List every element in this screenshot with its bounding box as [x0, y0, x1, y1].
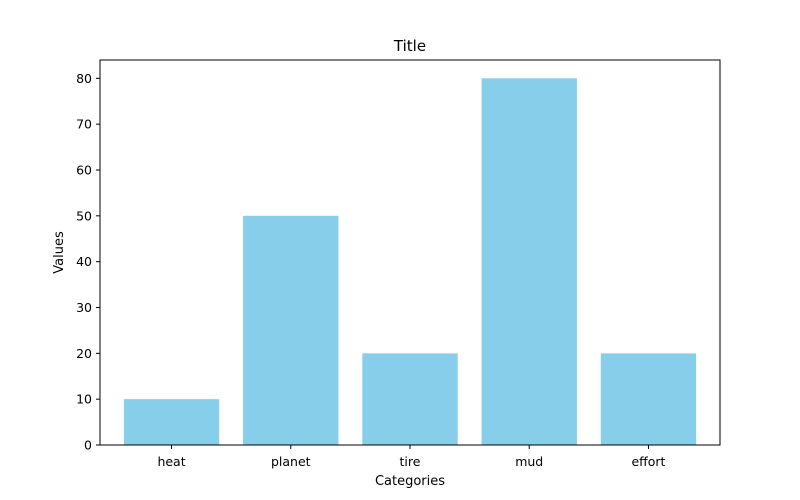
x-tick-label: planet [271, 454, 311, 469]
y-tick-label: 40 [76, 254, 92, 269]
x-tick-label: tire [400, 454, 421, 469]
x-tick-label: effort [631, 454, 665, 469]
y-tick-label: 10 [76, 392, 92, 407]
y-tick-label: 80 [76, 71, 92, 86]
bar-planet [243, 215, 339, 445]
x-axis: heat planet tire mud effort [157, 445, 666, 469]
chart-title: Title [393, 37, 426, 55]
y-tick-label: 0 [84, 438, 92, 453]
bars-group [123, 78, 697, 445]
y-tick-label: 60 [76, 163, 92, 178]
y-tick-label: 50 [76, 208, 92, 223]
y-tick-label: 20 [76, 346, 92, 361]
x-tick-label: mud [515, 454, 543, 469]
y-axis: 0 10 20 30 40 50 60 70 80 [76, 71, 100, 453]
bar-heat [123, 399, 220, 445]
y-tick-label: 30 [76, 300, 92, 315]
y-tick-label: 70 [76, 117, 92, 132]
x-tick-label: heat [157, 454, 185, 469]
x-axis-label: Categories [375, 474, 445, 489]
bar-mud [481, 78, 577, 445]
plot-frame [99, 59, 721, 446]
bar-tire [362, 353, 458, 445]
y-axis-label: Values [52, 231, 67, 274]
bar-effort [600, 353, 697, 445]
